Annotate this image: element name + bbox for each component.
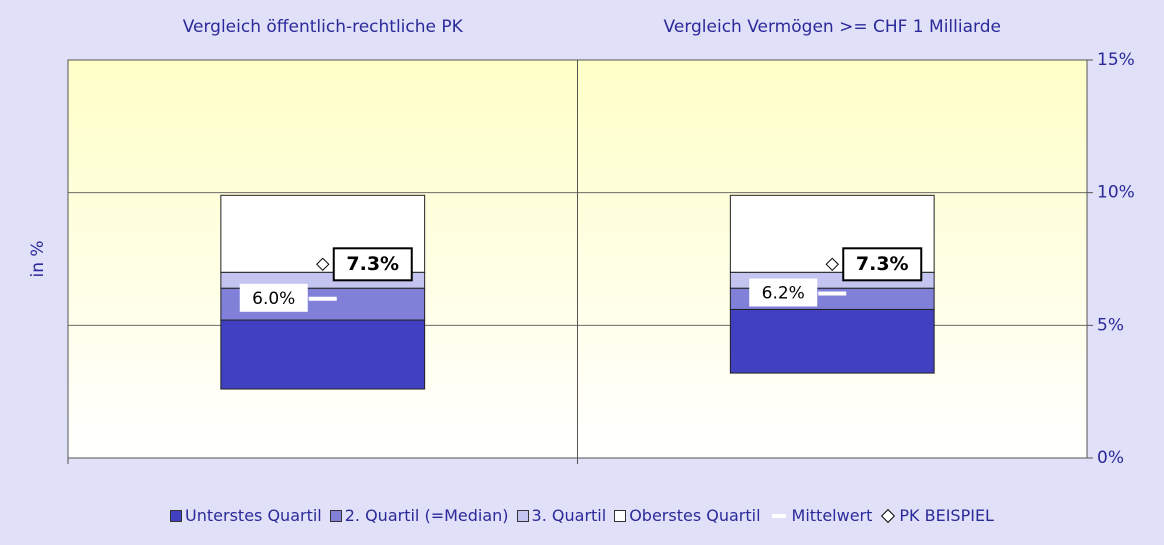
y-tick-label: 0% [1097, 448, 1124, 468]
legend-label: Oberstes Quartil [629, 506, 761, 525]
legend-item: Mittelwert [769, 506, 873, 525]
legend-swatch [516, 509, 529, 522]
pk-marker [316, 257, 330, 272]
legend-label: PK BEISPIEL [899, 506, 994, 525]
legend-label: 2. Quartil (=Median) [344, 506, 509, 525]
category-label: Vergleich öffentlich-rechtliche PK [183, 17, 464, 37]
legend-item: Oberstes Quartil [614, 506, 761, 525]
mean-label-box [749, 278, 818, 307]
legend-item: 2. Quartil (=Median) [329, 506, 509, 525]
mean-label-box [239, 283, 308, 312]
y-tick-label: 15% [1097, 50, 1135, 70]
pk-label: 7.3% [856, 253, 909, 275]
y-tick-label: 10% [1097, 183, 1135, 203]
pk-label-box [332, 247, 413, 282]
mean-label: 6.2% [762, 283, 805, 303]
legend-item: Unterstes Quartil [170, 506, 322, 525]
bar-segment [220, 319, 426, 390]
legend-swatch [329, 509, 342, 522]
legend: Unterstes Quartil 2. Quartil (=Median) 3. … [0, 506, 1164, 525]
y-axis-label: in % [28, 240, 48, 277]
legend-item: PK BEISPIEL [880, 506, 994, 525]
legend-swatch [170, 509, 183, 522]
legend-label: 3. Quartil [531, 506, 607, 525]
bar-segment [729, 308, 935, 374]
y-tick-label: 5% [1097, 315, 1124, 335]
mean-label: 6.0% [252, 289, 295, 309]
legend-swatch [614, 509, 627, 522]
pk-label: 7.3% [346, 253, 399, 275]
chart-svg: in % 0% 5% 10% 15% Vergleich öffentlich-rech… [28, 17, 1135, 468]
legend-label: Mittelwert [791, 506, 873, 525]
legend-label: Unterstes Quartil [185, 506, 322, 525]
pk-label-box [842, 247, 923, 282]
legend-swatch [771, 513, 786, 518]
legend-swatch [881, 508, 896, 523]
pk-marker [825, 257, 839, 272]
category-label: Vergleich Vermögen >= CHF 1 Milliarde [664, 17, 1001, 37]
legend-item: 3. Quartil [516, 506, 607, 525]
